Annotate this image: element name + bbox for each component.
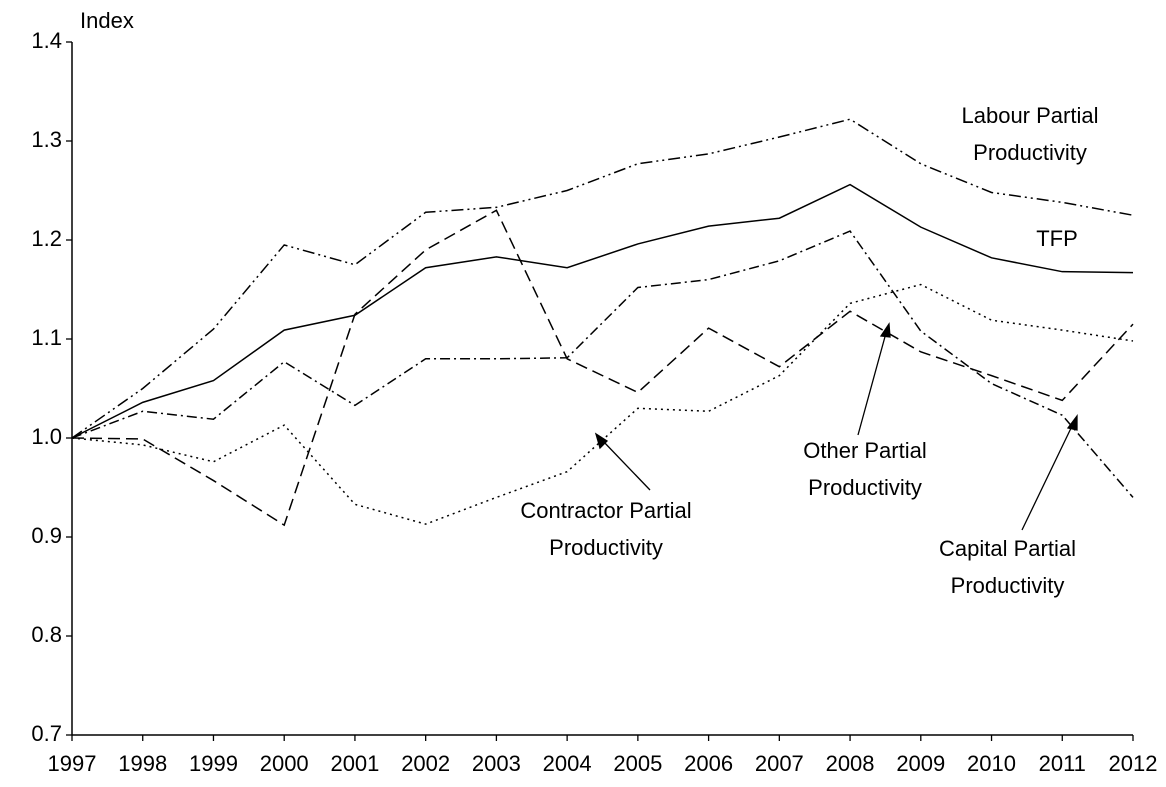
x-tick-label: 2001 bbox=[330, 751, 379, 776]
y-tick-label: 1.0 bbox=[31, 424, 62, 449]
y-tick-label: 1.1 bbox=[31, 325, 62, 350]
x-tick-label: 2008 bbox=[826, 751, 875, 776]
series-line bbox=[71, 118, 1134, 439]
series-line bbox=[71, 209, 1134, 527]
annotation: Contractor Partial Productivity bbox=[520, 498, 692, 560]
x-tick-label: 2006 bbox=[684, 751, 733, 776]
x-tick-label: 2000 bbox=[260, 751, 309, 776]
annotation: Other Partial Productivity bbox=[803, 438, 927, 500]
y-tick-label: 0.7 bbox=[31, 721, 62, 746]
x-tick-label: 2003 bbox=[472, 751, 521, 776]
arrow-head bbox=[1066, 414, 1078, 431]
series-line bbox=[71, 183, 1134, 439]
y-tick-label: 1.2 bbox=[31, 226, 62, 251]
arrow bbox=[601, 439, 651, 491]
annotation: TFP bbox=[1036, 226, 1078, 251]
x-tick-label: 2005 bbox=[613, 751, 662, 776]
annotation: Labour Partial Productivity bbox=[961, 103, 1099, 165]
x-tick-label: 2012 bbox=[1109, 751, 1158, 776]
x-tick-label: 2004 bbox=[543, 751, 592, 776]
annotation: Capital Partial Productivity bbox=[939, 536, 1076, 598]
x-tick-label: 2007 bbox=[755, 751, 804, 776]
y-tick-label: 0.8 bbox=[31, 622, 62, 647]
x-tick-label: 1999 bbox=[189, 751, 238, 776]
arrow bbox=[1021, 423, 1074, 531]
series-line bbox=[71, 230, 1134, 498]
x-tick-label: 2002 bbox=[401, 751, 450, 776]
y-tick-label: 1.4 bbox=[31, 28, 62, 53]
series-line bbox=[71, 283, 1134, 525]
y-tick-label: 1.3 bbox=[31, 127, 62, 152]
x-tick-label: 2009 bbox=[896, 751, 945, 776]
y-axis-label: Index bbox=[80, 8, 134, 33]
y-tick-label: 0.9 bbox=[31, 523, 62, 548]
x-tick-label: 2010 bbox=[967, 751, 1016, 776]
arrow bbox=[857, 332, 887, 436]
x-tick-label: 1997 bbox=[48, 751, 97, 776]
x-tick-label: 1998 bbox=[118, 751, 167, 776]
x-tick-label: 2011 bbox=[1039, 751, 1086, 776]
